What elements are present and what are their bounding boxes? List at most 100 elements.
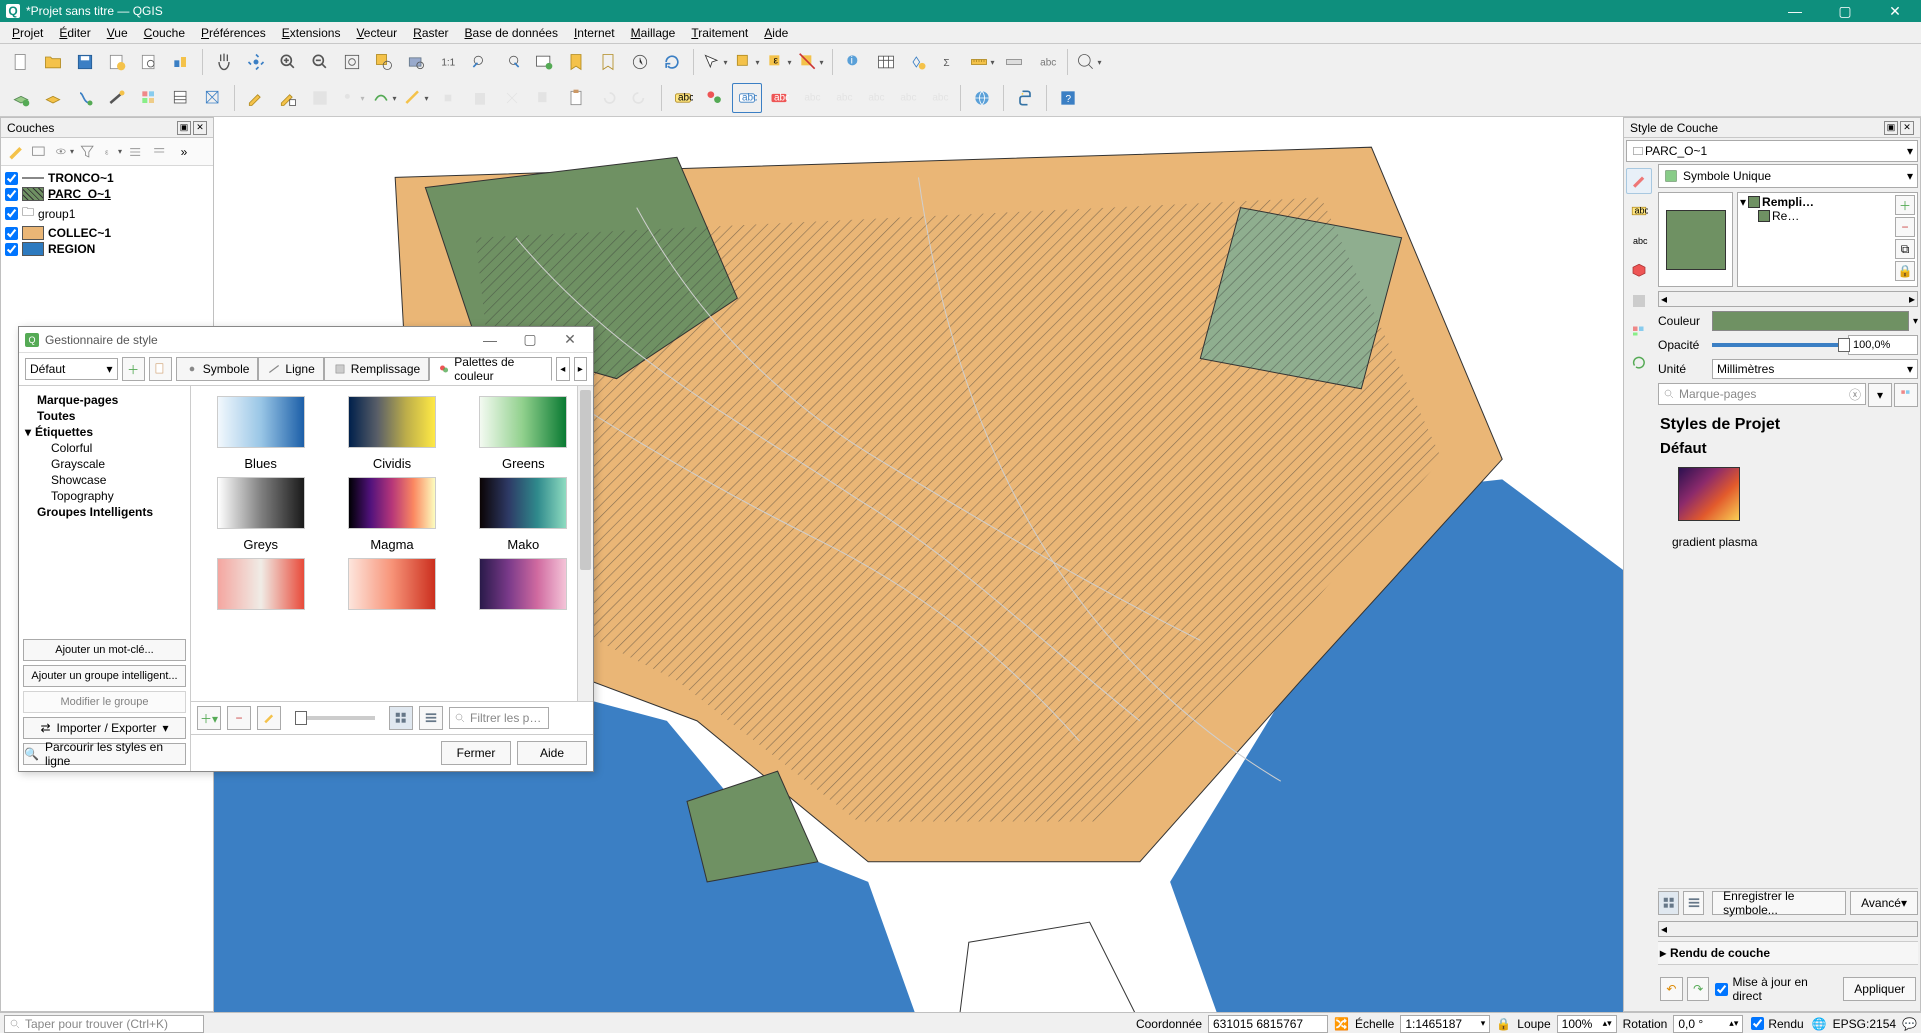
pan-icon[interactable] bbox=[209, 47, 239, 77]
thumbnail-size-slider[interactable] bbox=[295, 716, 375, 720]
show-bookmarks-icon[interactable] bbox=[593, 47, 623, 77]
layer-item[interactable]: REGION bbox=[3, 241, 211, 257]
dialog-close-footer-button[interactable]: Fermer bbox=[441, 741, 511, 765]
add-style-db-icon[interactable]: ＋ bbox=[122, 357, 145, 381]
label-highlight-icon[interactable]: abc bbox=[764, 83, 794, 113]
locator-search-input[interactable]: Taper pour trouver (Ctrl+K) bbox=[4, 1015, 204, 1033]
category-tree-item[interactable]: Topography bbox=[23, 488, 186, 504]
menu-traitement[interactable]: Traitement bbox=[683, 24, 756, 42]
remove-symbol-layer-icon[interactable]: − bbox=[1895, 217, 1915, 237]
category-tree-item[interactable]: Groupes Intelligents bbox=[23, 504, 186, 520]
category-tree-item[interactable]: Grayscale bbox=[23, 456, 186, 472]
menu-projet[interactable]: Projet bbox=[4, 24, 51, 42]
apply-button[interactable]: Appliquer bbox=[1843, 977, 1916, 1001]
help-icon[interactable]: ? bbox=[1053, 83, 1083, 113]
new-virtual-layer-icon[interactable] bbox=[166, 83, 196, 113]
manage-visibility-icon[interactable] bbox=[53, 141, 75, 163]
new-mesh-layer-icon[interactable] bbox=[198, 83, 228, 113]
style-db-combo[interactable]: Défaut▾ bbox=[25, 358, 118, 380]
bookmark-add-icon[interactable] bbox=[1894, 383, 1918, 407]
deselect-icon[interactable] bbox=[796, 47, 826, 77]
close-panel-icon[interactable]: ✕ bbox=[193, 121, 207, 135]
layer-visibility-checkbox[interactable] bbox=[5, 172, 18, 185]
menu-editer[interactable]: Éditer bbox=[51, 24, 98, 42]
text-annotation-icon[interactable]: abc bbox=[1031, 47, 1061, 77]
menu-bdd[interactable]: Base de données bbox=[457, 24, 566, 42]
expand-all-icon[interactable] bbox=[125, 141, 147, 163]
annotation-icon[interactable] bbox=[1074, 47, 1104, 77]
save-project-icon[interactable] bbox=[70, 47, 100, 77]
remove-layer-icon[interactable]: » bbox=[173, 141, 195, 163]
fields-tab-icon[interactable] bbox=[1626, 318, 1652, 344]
menu-aide[interactable]: Aide bbox=[756, 24, 796, 42]
add-vector-layer-icon[interactable] bbox=[6, 83, 36, 113]
temporal-controller-icon[interactable] bbox=[625, 47, 655, 77]
view-grid-icon[interactable] bbox=[1658, 891, 1679, 915]
attribute-table-icon[interactable] bbox=[871, 47, 901, 77]
add-group-icon[interactable] bbox=[29, 141, 51, 163]
new-project-icon[interactable] bbox=[6, 47, 36, 77]
gradient-plasma-thumb[interactable] bbox=[1678, 467, 1740, 521]
identify-icon[interactable] bbox=[700, 47, 730, 77]
list-view-icon[interactable] bbox=[419, 706, 443, 730]
filter-legend-icon[interactable] bbox=[77, 141, 99, 163]
undock-style-panel-icon[interactable]: ▣ bbox=[1884, 121, 1898, 135]
palette-item[interactable] bbox=[205, 558, 316, 618]
refresh-icon[interactable] bbox=[657, 47, 687, 77]
identify-features-icon[interactable]: i bbox=[839, 47, 869, 77]
scale-field[interactable]: 1:1465187▾ bbox=[1400, 1015, 1490, 1033]
add-smartgroup-button[interactable]: Ajouter un groupe intelligent... bbox=[23, 665, 186, 687]
style-bottom-scroll[interactable]: ◂ bbox=[1658, 921, 1918, 937]
menu-internet[interactable]: Internet bbox=[566, 24, 623, 42]
statistics-icon[interactable]: Σ bbox=[935, 47, 965, 77]
grid-view-icon[interactable] bbox=[389, 706, 413, 730]
zoom-full-icon[interactable] bbox=[337, 47, 367, 77]
advanced-button[interactable]: Avancé ▾ bbox=[1850, 891, 1918, 915]
collapse-all-icon[interactable] bbox=[149, 141, 171, 163]
menu-preferences[interactable]: Préférences bbox=[193, 24, 274, 42]
symbol-layer-tree[interactable]: ▾Rempli… Re… ＋ − ⧉ 🔒 bbox=[1737, 192, 1918, 287]
palette-item[interactable]: Mako bbox=[468, 477, 579, 552]
zoom-selection-icon[interactable] bbox=[369, 47, 399, 77]
palette-item[interactable]: Greys bbox=[205, 477, 316, 552]
rotation-field[interactable]: 0,0 °▴▾ bbox=[1673, 1015, 1743, 1033]
filter-symbols-input[interactable]: Filtrer les p… bbox=[449, 707, 549, 729]
dialog-title-bar[interactable]: Q Gestionnaire de style — ▢ ✕ bbox=[19, 327, 593, 353]
add-raster-layer-icon[interactable] bbox=[38, 83, 68, 113]
dialog-help-button[interactable]: Aide bbox=[517, 741, 587, 765]
toggle-editing-icon[interactable] bbox=[241, 83, 271, 113]
close-button[interactable]: ✕ bbox=[1879, 1, 1911, 21]
layer-item[interactable]: PARC_O~1 bbox=[3, 186, 211, 202]
tabs-scroll-right-icon[interactable]: ▸ bbox=[574, 357, 588, 381]
browse-online-button[interactable]: 🔍Parcourir les styles en ligne bbox=[23, 743, 186, 765]
field-calculator-icon[interactable] bbox=[903, 47, 933, 77]
category-tree-item[interactable]: Colorful bbox=[23, 440, 186, 456]
layer-visibility-checkbox[interactable] bbox=[5, 227, 18, 240]
style-tab-ligne[interactable]: Ligne bbox=[258, 357, 323, 381]
label-single-icon[interactable]: abc bbox=[668, 83, 698, 113]
dialog-maximize-button[interactable]: ▢ bbox=[513, 329, 547, 351]
category-tree-item[interactable]: Showcase bbox=[23, 472, 186, 488]
palette-item[interactable]: Magma bbox=[336, 477, 447, 552]
layer-item[interactable]: 🗀group1 bbox=[3, 202, 211, 225]
zoom-layer-icon[interactable] bbox=[401, 47, 431, 77]
coord-field[interactable]: 631015 6815767 bbox=[1208, 1015, 1328, 1033]
digitize-shape-icon[interactable] bbox=[369, 83, 399, 113]
extents-icon[interactable]: 🔀 bbox=[1334, 1017, 1349, 1031]
opacity-spinbox[interactable]: 100,0% bbox=[1848, 335, 1918, 355]
label-rule-icon[interactable] bbox=[700, 83, 730, 113]
category-tree-item[interactable]: ▾Étiquettes bbox=[23, 424, 186, 440]
menu-vecteur[interactable]: Vecteur bbox=[348, 24, 405, 42]
filter-expression-icon[interactable]: ε bbox=[101, 141, 123, 163]
label-diagram-icon[interactable]: abc bbox=[732, 83, 762, 113]
menu-couche[interactable]: Couche bbox=[136, 24, 193, 42]
unit-combo[interactable]: Millimètres▾ bbox=[1712, 359, 1918, 379]
style-tab-symbole[interactable]: Symbole bbox=[176, 357, 259, 381]
select-by-value-icon[interactable]: ε bbox=[764, 47, 794, 77]
paste-icon[interactable] bbox=[561, 83, 591, 113]
bookmark-filter-dd-icon[interactable]: ▾ bbox=[1868, 383, 1892, 407]
palette-item[interactable]: Greens bbox=[468, 396, 579, 471]
new-geopackage-icon[interactable] bbox=[134, 83, 164, 113]
move-feature-icon[interactable] bbox=[401, 83, 431, 113]
new-spatialite-icon[interactable] bbox=[102, 83, 132, 113]
